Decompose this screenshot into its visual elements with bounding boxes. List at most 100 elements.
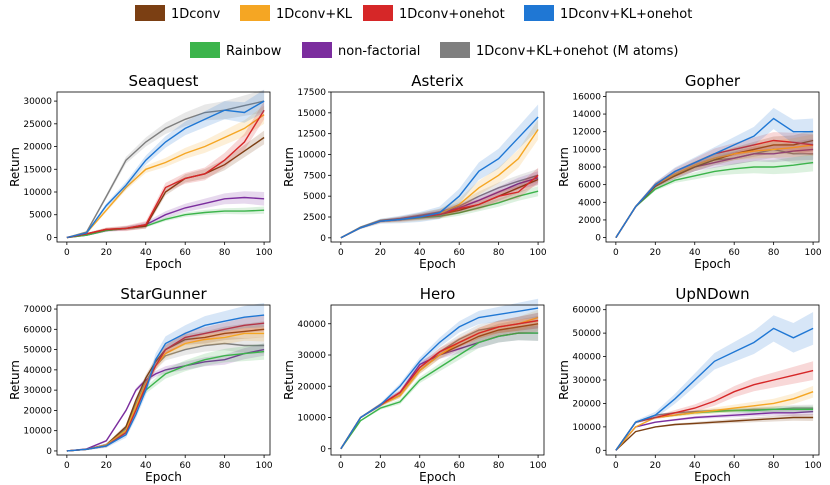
y-tick-label-gopher-16000: 16000 bbox=[572, 92, 601, 102]
line-seaquest-rainbow bbox=[66, 209, 265, 239]
x-tick-label-asterix-60: 60 bbox=[453, 248, 465, 258]
band-seaquest-1dconv-kl-onehot-m-atoms bbox=[66, 89, 265, 238]
x-tick-label-gopher-20: 20 bbox=[650, 248, 662, 258]
plot-frame-stargunner bbox=[56, 304, 271, 456]
y-tick-label-seaquest-30000: 30000 bbox=[23, 97, 52, 107]
y-tick-label-asterix-2500: 2500 bbox=[303, 213, 326, 223]
x-tick-label-stargunner-60: 60 bbox=[179, 461, 191, 471]
legend-label-1dconv-kl-onehot: 1Dconv+KL+onehot bbox=[560, 7, 692, 22]
y-tick-label-upndown-0: 0 bbox=[595, 446, 601, 456]
line-asterix-1dconv-kl-onehot bbox=[340, 116, 539, 239]
x-tick-label-seaquest-0: 0 bbox=[64, 248, 70, 258]
x-tick-label-stargunner-100: 100 bbox=[255, 461, 272, 471]
y-tick-label-asterix-17500: 17500 bbox=[297, 88, 326, 98]
y-tick-label-gopher-6000: 6000 bbox=[578, 181, 601, 191]
x-tick-label-hero-20: 20 bbox=[375, 461, 387, 471]
series-group-asterix bbox=[340, 104, 539, 239]
legend-swatch-1dconv-kl bbox=[240, 5, 270, 21]
panel-title-stargunner: StarGunner bbox=[120, 285, 207, 303]
legend-label-1dconv-onehot: 1Dconv+onehot bbox=[399, 7, 505, 22]
legend-swatch-1dconv-onehot bbox=[363, 5, 393, 21]
panel-title-seaquest: Seaquest bbox=[129, 72, 199, 90]
y-axis-label-seaquest: Return bbox=[8, 147, 22, 187]
series-group-stargunner bbox=[66, 303, 265, 452]
legend-item-non-factorial: non-factorial bbox=[302, 42, 420, 59]
band-hero-non-factorial bbox=[340, 325, 539, 449]
band-stargunner-1dconv-kl-onehot-m-atoms bbox=[66, 336, 265, 451]
line-upndown-1dconv-kl bbox=[615, 391, 814, 451]
band-upndown-1dconv-onehot bbox=[615, 361, 814, 451]
y-tick-label-upndown-60000: 60000 bbox=[572, 306, 601, 316]
band-gopher-1dconv-kl-onehot bbox=[615, 107, 814, 238]
panel-stargunner: StarGunner 0 20 40 60 80 100 0 10000 20000 30000 40… bbox=[8, 285, 273, 484]
band-seaquest-1dconv-kl bbox=[66, 105, 265, 238]
legend-label-m-atoms: 1Dconv+KL+onehot (M atoms) bbox=[476, 44, 678, 59]
line-gopher-1dconv-kl-onehot bbox=[615, 117, 814, 238]
y-tick-label-stargunner-70000: 70000 bbox=[23, 305, 52, 315]
y-tick-label-stargunner-50000: 50000 bbox=[23, 346, 52, 356]
y-tick-label-gopher-2000: 2000 bbox=[578, 216, 601, 226]
x-tick-label-stargunner-0: 0 bbox=[64, 461, 70, 471]
x-tick-label-asterix-40: 40 bbox=[414, 248, 426, 258]
legend-swatch-rainbow bbox=[190, 42, 220, 58]
series-group-gopher bbox=[615, 107, 814, 238]
y-tick-label-asterix-15000: 15000 bbox=[297, 109, 326, 119]
series-group-seaquest bbox=[66, 89, 265, 239]
y-tick-label-seaquest-15000: 15000 bbox=[23, 165, 52, 175]
plot-frame-seaquest bbox=[56, 91, 271, 243]
panel-title-gopher: Gopher bbox=[685, 72, 741, 90]
band-upndown-1dconv-kl bbox=[615, 385, 814, 451]
x-tick-label-upndown-40: 40 bbox=[689, 461, 701, 471]
series-group-upndown bbox=[615, 312, 814, 451]
x-tick-label-upndown-60: 60 bbox=[728, 461, 740, 471]
legend-label-1dconv: 1Dconv bbox=[171, 7, 221, 22]
line-stargunner-non-factorial bbox=[66, 348, 265, 452]
band-asterix-1dconv-kl bbox=[340, 119, 539, 238]
y-tick-label-asterix-0: 0 bbox=[320, 234, 326, 244]
x-tick-label-asterix-20: 20 bbox=[375, 248, 387, 258]
band-asterix-1dconv-kl-onehot bbox=[340, 104, 539, 238]
y-tick-label-stargunner-40000: 40000 bbox=[23, 366, 52, 376]
band-stargunner-1dconv-onehot bbox=[66, 315, 265, 451]
panel-title-hero: Hero bbox=[420, 285, 456, 303]
y-tick-label-asterix-12500: 12500 bbox=[297, 130, 326, 140]
band-stargunner-1dconv bbox=[66, 321, 265, 451]
x-axis-label-upndown: Epoch bbox=[694, 470, 731, 484]
x-tick-label-hero-0: 0 bbox=[338, 461, 344, 471]
y-tick-label-stargunner-60000: 60000 bbox=[23, 325, 52, 335]
y-tick-label-stargunner-20000: 20000 bbox=[23, 406, 52, 416]
x-tick-label-gopher-60: 60 bbox=[728, 248, 740, 258]
y-tick-label-seaquest-10000: 10000 bbox=[23, 188, 52, 198]
legend-item-1dconv: 1Dconv bbox=[135, 5, 221, 22]
series-group-hero bbox=[340, 298, 539, 450]
legend-swatch-non-factorial bbox=[302, 42, 332, 58]
y-tick-label-gopher-4000: 4000 bbox=[578, 198, 601, 208]
y-tick-label-upndown-10000: 10000 bbox=[572, 423, 601, 433]
x-tick-label-upndown-100: 100 bbox=[804, 461, 821, 471]
y-tick-label-upndown-20000: 20000 bbox=[572, 399, 601, 409]
line-seaquest-1dconv-kl-onehot-m-atoms bbox=[66, 100, 265, 239]
band-seaquest-1dconv-kl-onehot bbox=[66, 89, 265, 238]
panel-title-asterix: Asterix bbox=[411, 72, 464, 90]
band-hero-1dconv-onehot bbox=[340, 312, 539, 449]
y-axis-label-hero: Return bbox=[282, 360, 296, 400]
x-axis-label-gopher: Epoch bbox=[694, 257, 731, 271]
line-seaquest-1dconv-kl bbox=[66, 114, 265, 239]
x-axis-label-stargunner: Epoch bbox=[145, 470, 182, 484]
line-seaquest-1dconv-onehot bbox=[66, 109, 265, 239]
legend-item-1dconv-kl-onehot: 1Dconv+KL+onehot bbox=[524, 5, 692, 22]
x-tick-label-stargunner-20: 20 bbox=[101, 461, 113, 471]
panel-title-upndown: UpNDown bbox=[675, 285, 749, 303]
y-axis-label-upndown: Return bbox=[557, 360, 571, 400]
band-upndown-1dconv-kl-onehot bbox=[615, 312, 814, 451]
band-hero-1dconv bbox=[340, 315, 539, 449]
x-tick-label-upndown-0: 0 bbox=[613, 461, 619, 471]
x-tick-label-upndown-80: 80 bbox=[768, 461, 780, 471]
y-tick-label-hero-10000: 10000 bbox=[297, 414, 326, 424]
panel-seaquest: Seaquest 0 20 40 60 80 100 0 5000 10000 15000 20000… bbox=[8, 72, 273, 271]
band-gopher-1dconv-kl bbox=[615, 134, 814, 238]
x-axis-label-hero: Epoch bbox=[419, 470, 456, 484]
line-hero-1dconv-kl-onehot bbox=[340, 307, 539, 450]
